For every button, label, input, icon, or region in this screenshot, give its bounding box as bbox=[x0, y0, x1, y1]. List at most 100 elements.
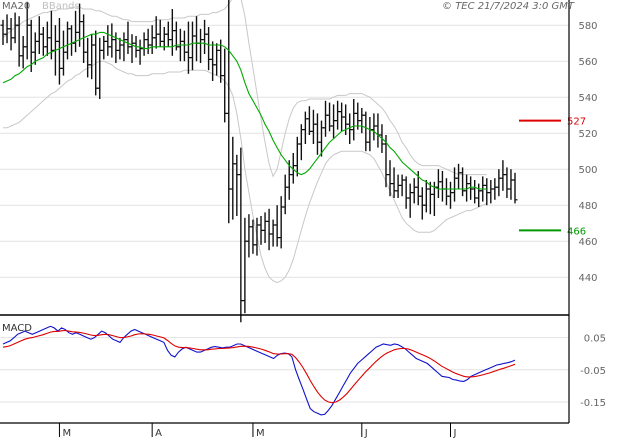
ohlc-bar bbox=[121, 32, 127, 62]
ohlc-bar bbox=[484, 178, 490, 206]
month-tick-label: A bbox=[155, 428, 162, 439]
price-tick-label: 500 bbox=[578, 165, 597, 176]
ohlc-bar bbox=[194, 16, 200, 62]
ohlc-bar bbox=[323, 100, 329, 137]
ma20-series bbox=[2, 31, 487, 190]
ohlc-bar bbox=[294, 136, 300, 177]
ohlc-bar bbox=[40, 27, 46, 56]
ohlc-bar bbox=[149, 25, 155, 54]
bband-upper-line bbox=[2, 0, 487, 178]
legend-bbands: BBands bbox=[42, 1, 80, 12]
bband-lower-line bbox=[3, 60, 488, 284]
ohlc-bar bbox=[270, 219, 276, 247]
price-tick-label: 520 bbox=[578, 129, 597, 140]
ohlc-bar bbox=[419, 187, 425, 220]
ohlc-bar bbox=[262, 212, 268, 243]
ohlc-bar bbox=[129, 34, 135, 63]
ohlc-bar bbox=[97, 37, 103, 99]
chart-frame bbox=[0, 0, 570, 424]
ohlc-bar bbox=[254, 217, 260, 256]
ohlc-bar bbox=[443, 178, 449, 206]
ohlc-bar bbox=[476, 183, 482, 207]
ohlc-bar bbox=[169, 9, 175, 56]
ohlc-bar bbox=[89, 34, 95, 80]
ohlc-bar bbox=[492, 178, 498, 200]
macd-tick-label: 0.05 bbox=[584, 334, 606, 345]
ohlc-bar bbox=[310, 109, 316, 144]
ohlc-bar bbox=[8, 18, 14, 51]
ohlc-bar bbox=[335, 100, 341, 130]
ohlc-bar bbox=[266, 208, 272, 251]
month-tick-label: J bbox=[364, 428, 368, 439]
ohlc-bar bbox=[439, 171, 445, 202]
ohlc-bar bbox=[93, 30, 99, 96]
ohlc-bar bbox=[512, 172, 518, 204]
ohlc-bar bbox=[407, 183, 413, 218]
price-tick-label: 560 bbox=[578, 57, 597, 68]
ohlc-bar bbox=[327, 102, 333, 132]
ohlc-bar bbox=[226, 0, 232, 224]
ohlc-bar bbox=[351, 99, 357, 141]
macd-tick-label: -0.05 bbox=[580, 366, 606, 377]
ohlc-bar bbox=[198, 28, 204, 63]
ohlc-bar bbox=[206, 27, 212, 71]
signal-line bbox=[2, 329, 516, 404]
ohlc-bar bbox=[117, 37, 123, 60]
ohlc-bar bbox=[496, 169, 502, 197]
ohlc-bar bbox=[181, 30, 187, 62]
ohlc-bar bbox=[399, 174, 405, 197]
ohlc-bar bbox=[395, 174, 401, 198]
ohlc-bar bbox=[141, 32, 147, 56]
ohlc-bar bbox=[371, 113, 377, 141]
ohlc-bar bbox=[504, 167, 510, 198]
month-tick-label: J bbox=[452, 428, 456, 439]
ohlc-bar bbox=[105, 25, 111, 56]
ma20-line bbox=[2, 31, 487, 190]
ohlc-bar bbox=[69, 25, 75, 56]
ohlc-bar bbox=[306, 106, 312, 135]
ohlc-bar bbox=[222, 48, 228, 123]
price-grid bbox=[0, 24, 569, 278]
copyright-text: © TEC 21/7/2024 3:0 GMT bbox=[442, 1, 575, 12]
ohlc-bar bbox=[508, 169, 514, 200]
ohlc-bar bbox=[12, 12, 18, 44]
ohlc-bar bbox=[391, 167, 397, 198]
ohlc-bar bbox=[44, 21, 50, 56]
macd-panel-title: MACD bbox=[2, 323, 32, 334]
ohlc-bar bbox=[472, 180, 478, 204]
ohlc-bar bbox=[423, 180, 429, 213]
price-tick-label: 480 bbox=[578, 201, 597, 212]
ohlc-bar bbox=[230, 136, 236, 220]
ohlc-bar bbox=[185, 21, 191, 74]
ohlc-bar bbox=[488, 180, 494, 204]
ohlc-bar bbox=[85, 37, 91, 78]
macd-tick-label: -0.15 bbox=[580, 398, 606, 409]
ohlc-bar bbox=[101, 36, 107, 60]
ohlc-bar bbox=[274, 205, 280, 247]
ohlc-bar bbox=[367, 117, 373, 152]
month-tick-label: M bbox=[62, 428, 71, 439]
macd-series bbox=[2, 325, 516, 416]
ohlc-bar bbox=[36, 16, 42, 54]
ohlc-bar bbox=[435, 169, 441, 198]
ohlc-bar bbox=[411, 178, 417, 204]
macd-grid bbox=[0, 337, 569, 403]
ohlc-bar bbox=[65, 21, 71, 60]
ohlc-bar bbox=[56, 18, 62, 85]
ohlc-bar bbox=[246, 214, 252, 258]
ohlc-bar bbox=[314, 113, 320, 155]
legend-ma20: MA20 bbox=[2, 1, 30, 12]
support-level-label: 466 bbox=[567, 226, 586, 237]
ohlc-bar bbox=[387, 160, 393, 197]
ohlc-bar bbox=[157, 19, 163, 47]
resistance-level-label: 527 bbox=[567, 117, 586, 128]
ohlc-bar bbox=[238, 147, 244, 323]
ohlc-bar bbox=[234, 154, 240, 216]
ohlc-bar bbox=[302, 111, 308, 144]
ohlc-bar bbox=[60, 30, 66, 76]
ohlc-bar bbox=[278, 196, 284, 249]
ohlc-bar bbox=[500, 160, 506, 191]
ohlc-bar bbox=[359, 108, 365, 134]
price-tick-label: 460 bbox=[578, 237, 597, 248]
ohlc-bar bbox=[214, 43, 220, 76]
